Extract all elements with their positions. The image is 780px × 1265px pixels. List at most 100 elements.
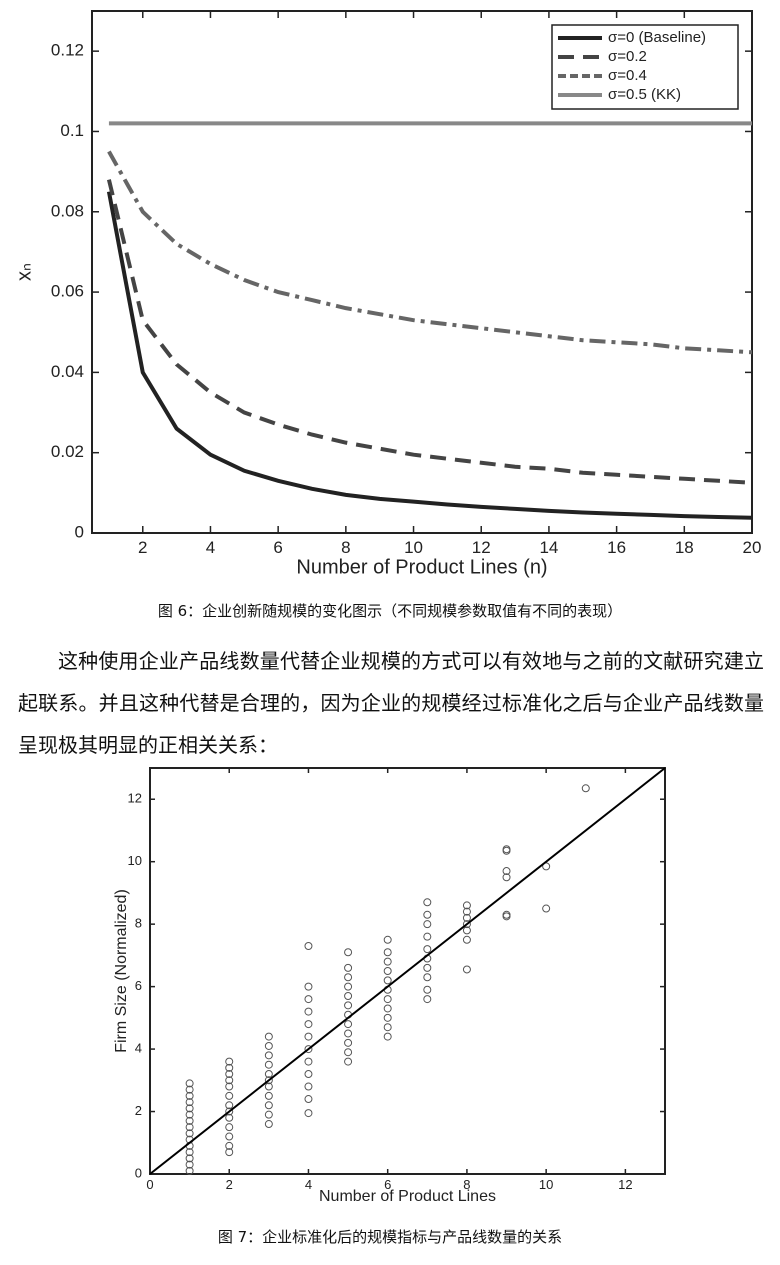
scatter-point bbox=[423, 910, 432, 919]
scatter-point bbox=[423, 995, 432, 1004]
scatter-point bbox=[344, 1001, 353, 1010]
x-tick-label: 8 bbox=[341, 538, 350, 557]
x-tick-label: 6 bbox=[273, 538, 282, 557]
scatter-point bbox=[264, 1091, 273, 1100]
y-tick-label: 0.12 bbox=[51, 41, 84, 60]
scatter-point bbox=[225, 1107, 234, 1116]
scatter-point bbox=[344, 991, 353, 1000]
scatter-point bbox=[462, 901, 471, 910]
scatter-point bbox=[423, 920, 432, 929]
scatter-point bbox=[225, 1123, 234, 1132]
plot-frame bbox=[91, 10, 753, 534]
scatter-point bbox=[225, 1101, 234, 1110]
scatter-point bbox=[264, 1060, 273, 1069]
x-tick-label: 8 bbox=[463, 1177, 470, 1192]
legend-label: σ=0.5 (KK) bbox=[608, 86, 681, 103]
scatter-point bbox=[225, 1057, 234, 1066]
plot-frame bbox=[149, 767, 666, 1175]
scatter-point bbox=[304, 1045, 313, 1054]
scatter-point bbox=[462, 965, 471, 974]
y-tick-label: 10 bbox=[128, 853, 142, 868]
scatter-point bbox=[304, 1070, 313, 1079]
x-axis-label: Number of Product Lines (n) bbox=[296, 556, 547, 578]
scatter-point bbox=[225, 1132, 234, 1141]
paragraph: 这种使用企业产品线数量代替企业规模的方式可以有效地与之前的文献研究建立起联系。并… bbox=[18, 649, 764, 757]
scatter-point bbox=[383, 967, 392, 975]
scatter-point bbox=[423, 932, 432, 941]
x-tick-label: 10 bbox=[539, 1177, 553, 1192]
y-tick-label: 2 bbox=[135, 1103, 142, 1118]
y-axis-label: Firm Size (Normalized) bbox=[113, 889, 130, 1053]
x-tick-label: 4 bbox=[305, 1177, 312, 1192]
scatter-point bbox=[304, 942, 313, 951]
scatter-point bbox=[383, 935, 392, 944]
scatter-point bbox=[383, 995, 392, 1004]
legend-label: σ=0.4 bbox=[608, 67, 647, 84]
x-tick-label: 20 bbox=[743, 538, 762, 557]
scatter-point bbox=[344, 982, 353, 991]
scatter-point bbox=[304, 1082, 313, 1091]
y-tick-label: 6 bbox=[135, 978, 142, 993]
scatter-point bbox=[264, 1051, 273, 1060]
scatter-point bbox=[185, 1110, 194, 1119]
scatter-point bbox=[264, 1041, 273, 1050]
scatter-point bbox=[502, 846, 511, 855]
scatter-point bbox=[344, 1038, 353, 1047]
y-tick-label: 0 bbox=[135, 1165, 142, 1180]
scatter-point bbox=[225, 1063, 234, 1072]
scatter-point bbox=[462, 926, 471, 935]
scatter-point bbox=[304, 1109, 313, 1118]
y-tick-label: 8 bbox=[135, 916, 142, 931]
x-tick-label: 14 bbox=[539, 538, 558, 557]
scatter-point bbox=[185, 1166, 194, 1175]
x-tick-label: 10 bbox=[404, 538, 423, 557]
chart-firm-size: 0 2 4 6 8 10 12 0 2 4 6 8 10 12 Number of Product Line… bbox=[113, 767, 666, 1205]
scatter-point bbox=[383, 948, 392, 957]
legend-label: σ=0 (Baseline) bbox=[608, 29, 706, 46]
y-tick-label: 0.06 bbox=[51, 282, 84, 301]
scatter-point bbox=[344, 1057, 353, 1066]
scatter-point bbox=[581, 784, 590, 793]
y-tick-label: 0 bbox=[75, 522, 84, 541]
x-tick-label: 12 bbox=[472, 538, 491, 557]
scatter-point bbox=[264, 1070, 273, 1079]
scatter-point bbox=[304, 1020, 313, 1029]
x-tick-label: 6 bbox=[384, 1177, 391, 1192]
scatter-point bbox=[383, 1013, 392, 1022]
y-tick-label: 0.02 bbox=[51, 442, 84, 461]
x-tick-label: 18 bbox=[675, 538, 694, 557]
series-line bbox=[106, 191, 753, 520]
scatter-point bbox=[264, 1032, 273, 1041]
scatter-point bbox=[264, 1120, 273, 1129]
scatter-point bbox=[225, 1076, 234, 1085]
scatter-point bbox=[344, 1048, 353, 1057]
scatter-point bbox=[185, 1098, 194, 1107]
y-axis-label: xₙ bbox=[13, 263, 35, 281]
scatter-point bbox=[383, 957, 392, 966]
y-tick-label: 0.04 bbox=[51, 362, 84, 381]
scatter-point bbox=[225, 1148, 234, 1157]
scatter-point bbox=[462, 935, 471, 944]
chart-innovation: 2 4 6 8 10 12 14 16 18 20 0 0.02 0.04 0.06 0.08 0.1 0.12… bbox=[13, 10, 762, 578]
x-tick-label: 4 bbox=[206, 538, 215, 557]
scatter-point bbox=[542, 904, 551, 913]
scatter-point bbox=[383, 1004, 392, 1013]
scatter-point bbox=[502, 873, 511, 882]
scatter-point bbox=[344, 963, 353, 972]
scatter-point bbox=[225, 1091, 234, 1100]
scatter-point bbox=[185, 1091, 194, 1100]
x-tick-label: 12 bbox=[618, 1177, 632, 1192]
scatter-point bbox=[423, 945, 432, 954]
y-tick-label: 12 bbox=[128, 791, 142, 806]
figure-caption: 图 7：企业标准化后的规模指标与产品线数量的关系 bbox=[217, 1228, 563, 1246]
scatter-point bbox=[225, 1113, 234, 1122]
scatter-point bbox=[462, 907, 471, 916]
series-line bbox=[149, 767, 666, 1175]
scatter-point bbox=[304, 995, 313, 1004]
scatter-point bbox=[185, 1123, 194, 1132]
scatter-point bbox=[344, 948, 353, 957]
scatter-point bbox=[502, 910, 511, 919]
scatter-point bbox=[225, 1070, 234, 1079]
scatter-point bbox=[185, 1116, 194, 1125]
legend-label: σ=0.2 bbox=[608, 48, 647, 65]
